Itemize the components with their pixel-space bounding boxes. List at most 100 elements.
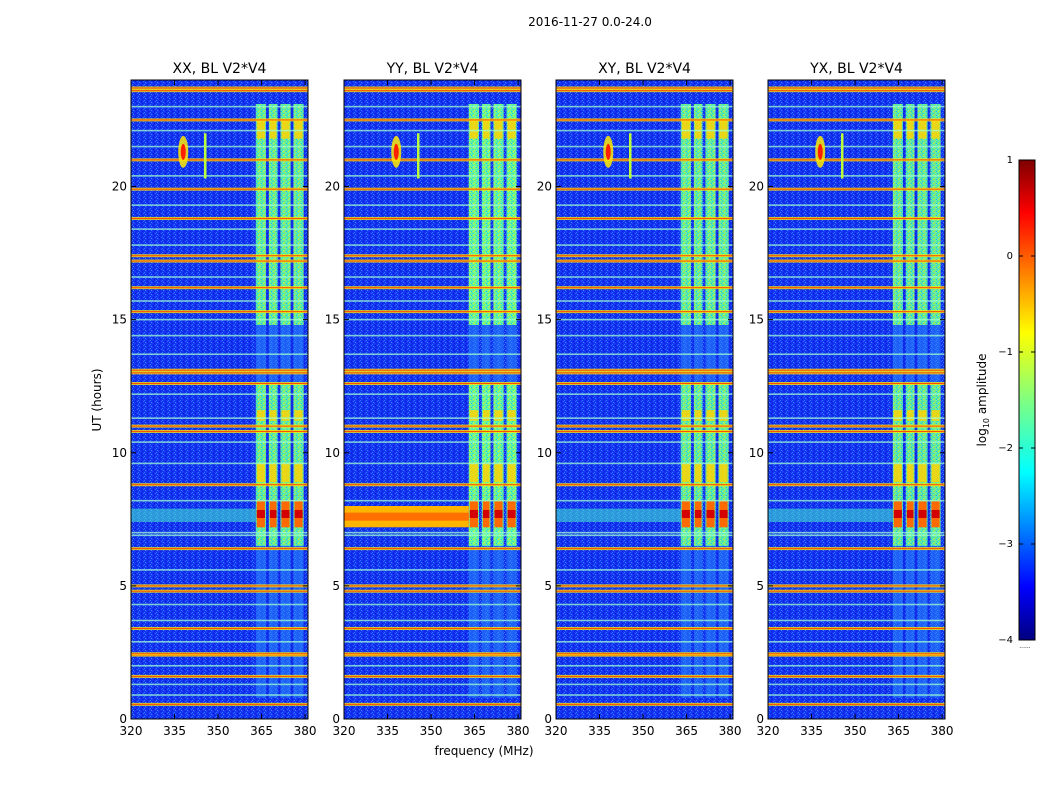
- rfi-line-core: [556, 287, 733, 289]
- rfi-line-faint: [556, 334, 733, 337]
- rfi-line-core: [131, 87, 308, 89]
- rfi-line-faint: [344, 204, 521, 206]
- rfi-block: [468, 103, 479, 325]
- rfi-line-faint: [556, 175, 733, 177]
- rfi-block: [280, 383, 291, 496]
- rfi-line-faint: [768, 603, 945, 606]
- rfi-warm-block: [694, 463, 702, 483]
- rfi-peak-block: [281, 509, 290, 518]
- rfi-line-faint: [768, 462, 945, 465]
- rfi-line-faint: [344, 145, 521, 148]
- rfi-block: [930, 383, 941, 496]
- rfi-warm-block: [294, 410, 303, 421]
- rfi-line-core: [768, 484, 945, 486]
- rfi-line-faint: [131, 105, 308, 108]
- rfi-line-faint: [131, 603, 308, 606]
- rfi-block: [917, 103, 928, 325]
- rfi-line-core: [768, 425, 945, 427]
- rfi-line-faint: [768, 353, 945, 356]
- x-tick-label: 380: [719, 724, 742, 738]
- rfi-line-faint: [768, 244, 945, 246]
- source-core: [393, 143, 399, 160]
- rfi-line-faint: [344, 694, 521, 696]
- source-core: [817, 143, 823, 160]
- rfi-line-core: [344, 484, 521, 486]
- faint-rfi-block: [280, 545, 291, 698]
- rfi-line-core: [344, 653, 521, 655]
- noise-background: [556, 80, 733, 719]
- rfi-line-core: [131, 430, 308, 432]
- rfi-peak-block: [706, 509, 715, 518]
- rfi-line-core: [131, 372, 308, 374]
- rfi-line-core: [556, 87, 733, 89]
- x-tick-label: 350: [632, 724, 655, 738]
- colorbar-tick-label: 1: [1007, 155, 1013, 166]
- faint-rfi-block: [255, 545, 266, 698]
- rfi-line-core: [768, 653, 945, 655]
- rfi-peak-block: [507, 509, 516, 518]
- colorbar-tick-label: −3: [998, 539, 1013, 550]
- x-axis-label: frequency (MHz): [434, 744, 533, 758]
- rfi-warm-block: [893, 119, 902, 139]
- rfi-line-faint: [131, 569, 308, 571]
- rfi-line-faint: [556, 204, 733, 206]
- panel-frame: [130, 79, 309, 720]
- y-tick-label: 5: [332, 579, 340, 593]
- rfi-line-faint: [131, 276, 308, 278]
- rfi-line-faint: [131, 334, 308, 337]
- rfi-warm-block: [719, 463, 728, 483]
- rfi-line-faint: [768, 531, 945, 534]
- rfi-line-core: [768, 585, 945, 587]
- rfi-line-faint: [131, 640, 308, 643]
- rfi-warm-block: [906, 463, 914, 483]
- rfi-line-faint: [344, 531, 521, 534]
- rfi-line-core: [556, 675, 733, 677]
- y-tick-label: 20: [325, 180, 340, 194]
- rfi-warm-block: [694, 410, 702, 421]
- rfi-line-faint: [556, 683, 733, 686]
- rfi-line-faint: [131, 499, 308, 502]
- rfi-line-faint: [556, 105, 733, 108]
- rfi-warm-block: [482, 463, 490, 483]
- rfi-line-core: [768, 703, 945, 705]
- rfi-warm-block: [482, 410, 490, 421]
- x-tick-label: 320: [757, 724, 780, 738]
- rfi-peak-block: [918, 509, 927, 518]
- figure-suptitle: 2016-11-27 0.0-24.0: [528, 15, 652, 29]
- noise-background: [768, 80, 945, 719]
- x-tick-label: 335: [376, 724, 399, 738]
- x-tick-label: 380: [507, 724, 530, 738]
- rfi-line-faint: [131, 441, 308, 443]
- rfi-line-faint: [131, 300, 308, 302]
- rfi-line-core: [344, 311, 521, 313]
- rfi-line-core: [768, 590, 945, 592]
- rfi-warm-block: [918, 119, 927, 139]
- rfi-block: [892, 103, 903, 325]
- rfi-line-faint: [344, 300, 521, 302]
- rfi-line-core: [131, 590, 308, 592]
- y-tick-label: 10: [749, 446, 764, 460]
- rfi-line-faint: [344, 334, 521, 337]
- rfi-line-core: [556, 311, 733, 313]
- rfi-peak-block: [931, 509, 940, 518]
- rfi-line-core: [344, 675, 521, 677]
- rfi-line-faint: [344, 228, 521, 230]
- source-side-feature: [416, 133, 420, 179]
- rfi-line-faint: [556, 417, 733, 419]
- rfi-line-core: [131, 188, 308, 190]
- x-tick-label: 365: [887, 724, 910, 738]
- rfi-line-core: [768, 383, 945, 385]
- colorbar-label: log10 amplitude: [975, 354, 991, 447]
- panel-yy: YY, BL V2*V4 320 335 350 365 380 0 5 10 15 20: [325, 61, 530, 738]
- rfi-warm-block: [893, 463, 902, 483]
- rfi-line-faint: [131, 683, 308, 686]
- source-side-feature: [203, 133, 207, 179]
- rfi-line-core: [344, 217, 521, 219]
- rfi-line-faint: [556, 664, 733, 667]
- rfi-line-faint: [768, 694, 945, 696]
- y-tick-label: 0: [544, 712, 552, 726]
- panel-title: XY, BL V2*V4: [598, 61, 691, 77]
- rfi-warm-block: [269, 119, 277, 139]
- rfi-line-faint: [131, 664, 308, 667]
- rfi-line-faint: [768, 334, 945, 337]
